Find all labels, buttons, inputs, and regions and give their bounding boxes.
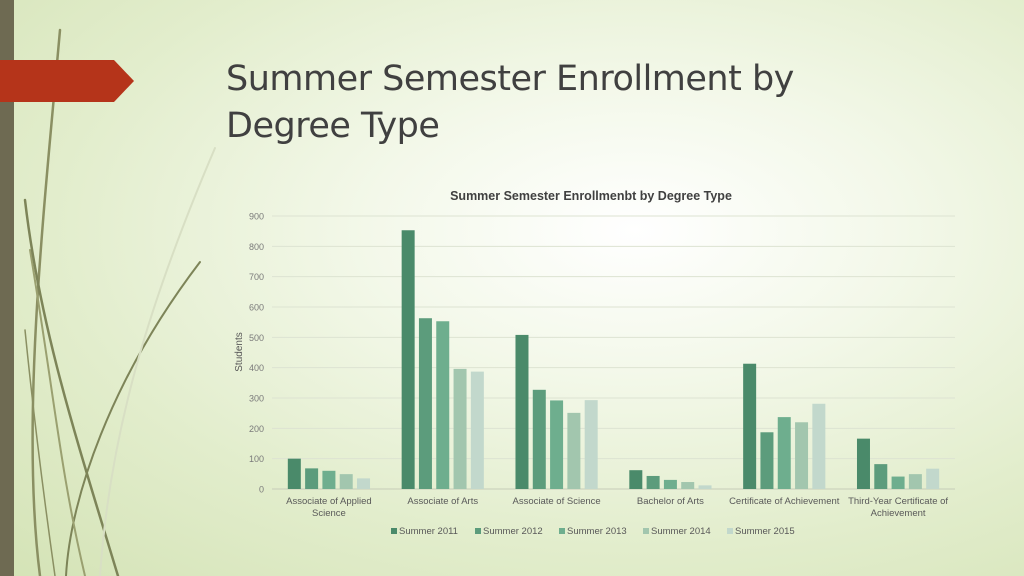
x-tick-label: Third-Year Certificate of Achievement xyxy=(848,496,948,519)
x-tick-label: Certificate of Achievement xyxy=(729,496,840,507)
y-tick-label: 0 xyxy=(259,485,264,495)
x-tick-label: Associate of Science xyxy=(512,496,600,507)
grass-stem xyxy=(29,249,86,576)
legend-swatch xyxy=(475,528,481,534)
bar xyxy=(339,474,353,489)
bar xyxy=(646,475,660,489)
legend-entry: Summer 2014 xyxy=(651,526,711,537)
grass-stem xyxy=(23,198,120,576)
legend-swatch xyxy=(559,528,565,534)
x-tick-label: Associate of Arts xyxy=(407,496,478,507)
bar xyxy=(908,474,922,489)
bar xyxy=(436,321,450,489)
bar xyxy=(305,468,319,489)
bar xyxy=(760,432,774,489)
bar xyxy=(550,400,564,489)
bar xyxy=(777,417,791,489)
legend-entry: Summer 2011 xyxy=(399,526,458,537)
bar xyxy=(874,464,888,489)
chart-title: Summer Semester Enrollmenbt by Degree Ty… xyxy=(450,189,732,203)
grass-stem xyxy=(65,261,201,576)
x-tick-label: Associate of Applied Science xyxy=(286,496,372,519)
bar xyxy=(629,470,643,489)
bar xyxy=(743,363,757,489)
y-tick-label: 800 xyxy=(249,242,264,252)
y-tick-label: 100 xyxy=(249,454,264,464)
bar xyxy=(856,438,870,489)
bar xyxy=(322,470,336,489)
legend-entry: Summer 2012 xyxy=(483,526,543,537)
bar xyxy=(418,318,432,489)
y-axis-label: Students xyxy=(234,332,245,371)
legend-swatch xyxy=(643,528,649,534)
bar xyxy=(401,230,415,490)
bar xyxy=(891,476,905,489)
bar xyxy=(567,412,581,489)
bar xyxy=(453,368,467,489)
bar xyxy=(926,468,940,489)
y-tick-label: 900 xyxy=(249,212,264,222)
bar xyxy=(532,389,546,489)
left-edge-bar xyxy=(0,0,14,576)
x-tick-label: Bachelor of Arts xyxy=(637,496,704,507)
grass-stem xyxy=(24,329,56,576)
grass-stem xyxy=(31,28,62,576)
bar xyxy=(357,478,371,489)
bar xyxy=(663,479,677,489)
bar xyxy=(470,371,484,489)
bar xyxy=(681,482,695,489)
bar xyxy=(515,334,529,489)
legend-entry: Summer 2015 xyxy=(735,526,795,537)
y-tick-label: 200 xyxy=(249,424,264,434)
y-tick-label: 600 xyxy=(249,303,264,313)
legend-swatch xyxy=(391,528,397,534)
y-tick-label: 400 xyxy=(249,363,264,373)
grass-stem xyxy=(99,147,216,576)
bar xyxy=(812,403,826,489)
bar xyxy=(584,400,598,489)
bar xyxy=(795,422,809,489)
y-tick-label: 500 xyxy=(249,333,264,343)
title-accent-arrow xyxy=(0,60,134,102)
bar xyxy=(698,485,712,489)
bar xyxy=(287,458,301,489)
slide-title: Summer Semester Enrollment by Degree Typ… xyxy=(226,59,794,146)
legend-swatch xyxy=(727,528,733,534)
legend-entry: Summer 2013 xyxy=(567,526,627,537)
y-tick-label: 300 xyxy=(249,394,264,404)
y-tick-label: 700 xyxy=(249,272,264,282)
